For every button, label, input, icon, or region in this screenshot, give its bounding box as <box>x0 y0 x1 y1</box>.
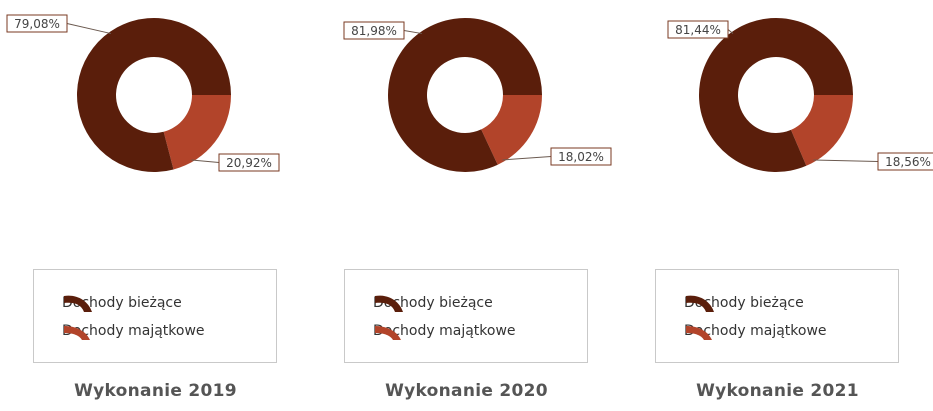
value-label-box-dochody-maja-tkowe <box>218 153 280 172</box>
leader-line-dochody-biez-a-ce <box>66 23 112 35</box>
leader-line-dochody-biez-a-ce <box>403 30 423 35</box>
donut-chart-2021: 81,44% 18,56% <box>667 18 933 173</box>
legend-2021: Dochody bieżące Dochody majątkowe <box>655 269 899 363</box>
legend-2019: Dochody bieżące Dochody majątkowe <box>33 269 277 363</box>
donut-slice-dochody-biez-a-ce <box>77 17 231 172</box>
legend-2020: Dochody bieżące Dochody majątkowe <box>344 269 588 363</box>
legend-swatch-icon <box>64 295 92 312</box>
donut-slice-dochody-maja-tkowe <box>163 95 231 170</box>
legend-swatch-icon <box>375 295 403 312</box>
legend-swatch-icon <box>375 326 401 340</box>
legend-item-dochody-biez-a-ce: Dochody bieżące <box>373 292 493 314</box>
donut-slice-dochody-maja-tkowe <box>790 95 853 166</box>
leader-line-dochody-maja-tkowe <box>191 159 220 163</box>
legend-item-dochody-maja-tkowe: Dochody majątkowe <box>373 320 516 342</box>
legend-item-dochody-biez-a-ce: Dochody bieżące <box>684 292 804 314</box>
legend-label: Dochody majątkowe <box>373 323 516 339</box>
value-label-box-dochody-biez-a-ce <box>667 20 729 39</box>
legend-item-dochody-maja-tkowe: Dochody majątkowe <box>62 320 205 342</box>
chart-panel-2020: 81,98% 18,02% Dochody bieżące Dochody mająt… <box>311 0 622 411</box>
donut-slice-dochody-biez-a-ce <box>699 18 853 173</box>
chart-caption-2021: Wykonanie 2021 <box>696 381 859 401</box>
value-label-dochody-biez-a-ce: 79,08% <box>14 17 60 31</box>
chart-caption-2019: Wykonanie 2019 <box>74 381 237 401</box>
donut-slice-dochody-maja-tkowe <box>481 95 542 165</box>
legend-swatch-icon <box>64 326 90 340</box>
value-label-box-dochody-biez-a-ce <box>343 21 405 40</box>
legend-item-dochody-biez-a-ce: Dochody bieżące <box>62 292 182 314</box>
value-label-dochody-maja-tkowe: 20,92% <box>226 156 272 170</box>
donut-slice-dochody-biez-a-ce <box>388 18 542 173</box>
legend-label: Dochody majątkowe <box>684 323 827 339</box>
value-label-box-dochody-maja-tkowe <box>877 152 933 171</box>
legend-label: Dochody bieżące <box>373 295 493 311</box>
chart-panel-2021: 81,44% 18,56% Dochody bieżące Dochody mająt… <box>622 0 933 411</box>
value-label-box-dochody-maja-tkowe <box>550 147 612 166</box>
value-label-box-dochody-biez-a-ce <box>6 14 68 33</box>
legend-label: Dochody bieżące <box>62 295 182 311</box>
legend-swatch-icon <box>686 295 714 312</box>
chart-caption-2020: Wykonanie 2020 <box>385 381 548 401</box>
value-label-dochody-biez-a-ce: 81,98% <box>351 24 397 38</box>
value-label-dochody-maja-tkowe: 18,02% <box>558 150 604 164</box>
leader-line-dochody-biez-a-ce <box>727 29 734 34</box>
donut-chart-2019: 79,08% 20,92% <box>6 14 280 172</box>
legend-label: Dochody bieżące <box>684 295 804 311</box>
donut-chart-2020: 81,98% 18,02% <box>343 18 612 173</box>
value-label-dochody-biez-a-ce: 81,44% <box>675 23 721 37</box>
legend-item-dochody-maja-tkowe: Dochody majątkowe <box>684 320 827 342</box>
leader-line-dochody-maja-tkowe <box>813 159 879 162</box>
chart-panel-2019: 79,08% 20,92% Dochody bieżące Dochody mająt… <box>0 0 311 411</box>
legend-swatch-icon <box>686 326 712 340</box>
leader-line-dochody-maja-tkowe <box>502 156 552 161</box>
value-label-dochody-maja-tkowe: 18,56% <box>885 155 931 169</box>
legend-label: Dochody majątkowe <box>62 323 205 339</box>
